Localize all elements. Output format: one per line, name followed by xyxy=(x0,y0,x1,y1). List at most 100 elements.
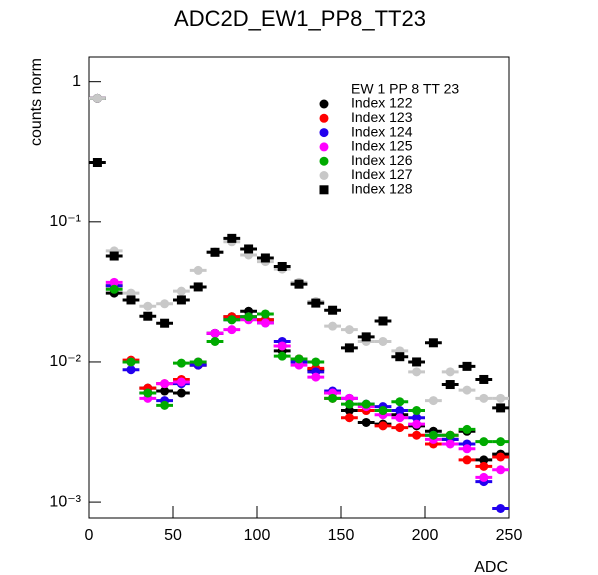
marker xyxy=(210,247,220,257)
marker xyxy=(344,399,354,409)
marker xyxy=(126,357,136,367)
legend-label: Index 122 xyxy=(351,95,413,111)
marker xyxy=(361,332,371,342)
marker xyxy=(496,393,506,403)
marker xyxy=(227,325,237,335)
legend-label: Index 127 xyxy=(351,166,413,182)
marker xyxy=(328,393,338,403)
marker xyxy=(126,365,136,375)
marker xyxy=(143,388,153,398)
marker xyxy=(109,251,119,261)
marker xyxy=(412,357,422,367)
marker xyxy=(445,439,455,449)
marker xyxy=(277,341,287,351)
marker xyxy=(344,343,354,353)
marker xyxy=(479,437,489,447)
marker xyxy=(395,397,405,407)
x-tick-label: 100 xyxy=(244,527,271,544)
legend-label: Index 124 xyxy=(351,123,413,139)
y-tick-label: 1 xyxy=(72,73,81,90)
y-tick-label: 10⁻¹ xyxy=(49,213,81,230)
marker xyxy=(176,286,186,296)
x-axis-label: ADC xyxy=(474,559,508,575)
marker xyxy=(92,93,102,103)
legend-marker xyxy=(319,113,329,123)
marker xyxy=(462,385,472,395)
plot-frame xyxy=(88,56,510,519)
marker xyxy=(462,361,472,371)
marker xyxy=(311,372,321,382)
x-tick-label: 50 xyxy=(164,527,182,544)
marker xyxy=(311,298,321,308)
marker xyxy=(361,399,371,409)
marker xyxy=(92,158,102,168)
marker xyxy=(260,309,270,319)
marker xyxy=(496,437,506,447)
marker xyxy=(176,377,186,387)
marker xyxy=(496,504,506,514)
marker xyxy=(193,282,203,292)
marker xyxy=(126,288,136,298)
marker xyxy=(412,406,422,416)
marker xyxy=(176,358,186,368)
marker xyxy=(210,336,220,346)
marker xyxy=(378,316,388,326)
marker xyxy=(344,413,354,423)
marker xyxy=(462,455,472,465)
marker xyxy=(395,413,405,423)
legend-label: Index 126 xyxy=(351,152,413,168)
y-axis-label: counts norm xyxy=(28,58,45,146)
marker xyxy=(479,393,489,403)
marker xyxy=(260,318,270,328)
legend-marker xyxy=(319,185,329,195)
legend-marker xyxy=(319,171,329,180)
marker xyxy=(143,311,153,321)
marker xyxy=(210,328,220,338)
legend-label: Index 128 xyxy=(351,181,413,197)
marker xyxy=(479,374,489,384)
x-tick-label: 0 xyxy=(85,527,94,544)
marker xyxy=(160,318,170,328)
marker xyxy=(311,357,321,367)
marker xyxy=(445,367,455,377)
marker xyxy=(412,413,422,423)
marker xyxy=(395,423,405,433)
marker xyxy=(479,472,489,482)
marker xyxy=(160,386,170,396)
x-tick-label: 200 xyxy=(412,527,439,544)
legend-title: EW 1 PP 8 TT 23 xyxy=(351,81,459,97)
marker xyxy=(445,430,455,440)
marker xyxy=(160,299,170,309)
chart-title: ADC2D_EW1_PP8_TT23 xyxy=(174,6,426,31)
marker xyxy=(428,338,438,348)
legend-marker xyxy=(319,156,329,166)
y-tick-label: 10⁻³ xyxy=(49,493,81,510)
marker xyxy=(462,444,472,454)
marker xyxy=(395,352,405,362)
marker xyxy=(344,406,354,416)
marker xyxy=(395,406,405,416)
marker xyxy=(160,400,170,410)
marker xyxy=(176,388,186,398)
marker xyxy=(378,406,388,416)
marker xyxy=(361,417,371,427)
marker xyxy=(277,351,287,361)
legend-marker xyxy=(319,128,329,138)
marker xyxy=(277,261,287,271)
marker xyxy=(479,455,489,465)
x-tick-label: 150 xyxy=(328,527,355,544)
marker xyxy=(344,325,354,335)
marker xyxy=(126,295,136,305)
marker xyxy=(328,321,338,331)
marker xyxy=(176,295,186,305)
marker xyxy=(378,336,388,346)
legend-marker xyxy=(319,99,329,109)
marker xyxy=(244,244,254,254)
marker xyxy=(496,465,506,475)
marker xyxy=(496,403,506,413)
x-tick-label: 250 xyxy=(496,527,523,544)
marker xyxy=(109,277,119,287)
y-tick-label: 10⁻² xyxy=(49,353,81,370)
marker xyxy=(378,421,388,431)
marker xyxy=(294,354,304,364)
